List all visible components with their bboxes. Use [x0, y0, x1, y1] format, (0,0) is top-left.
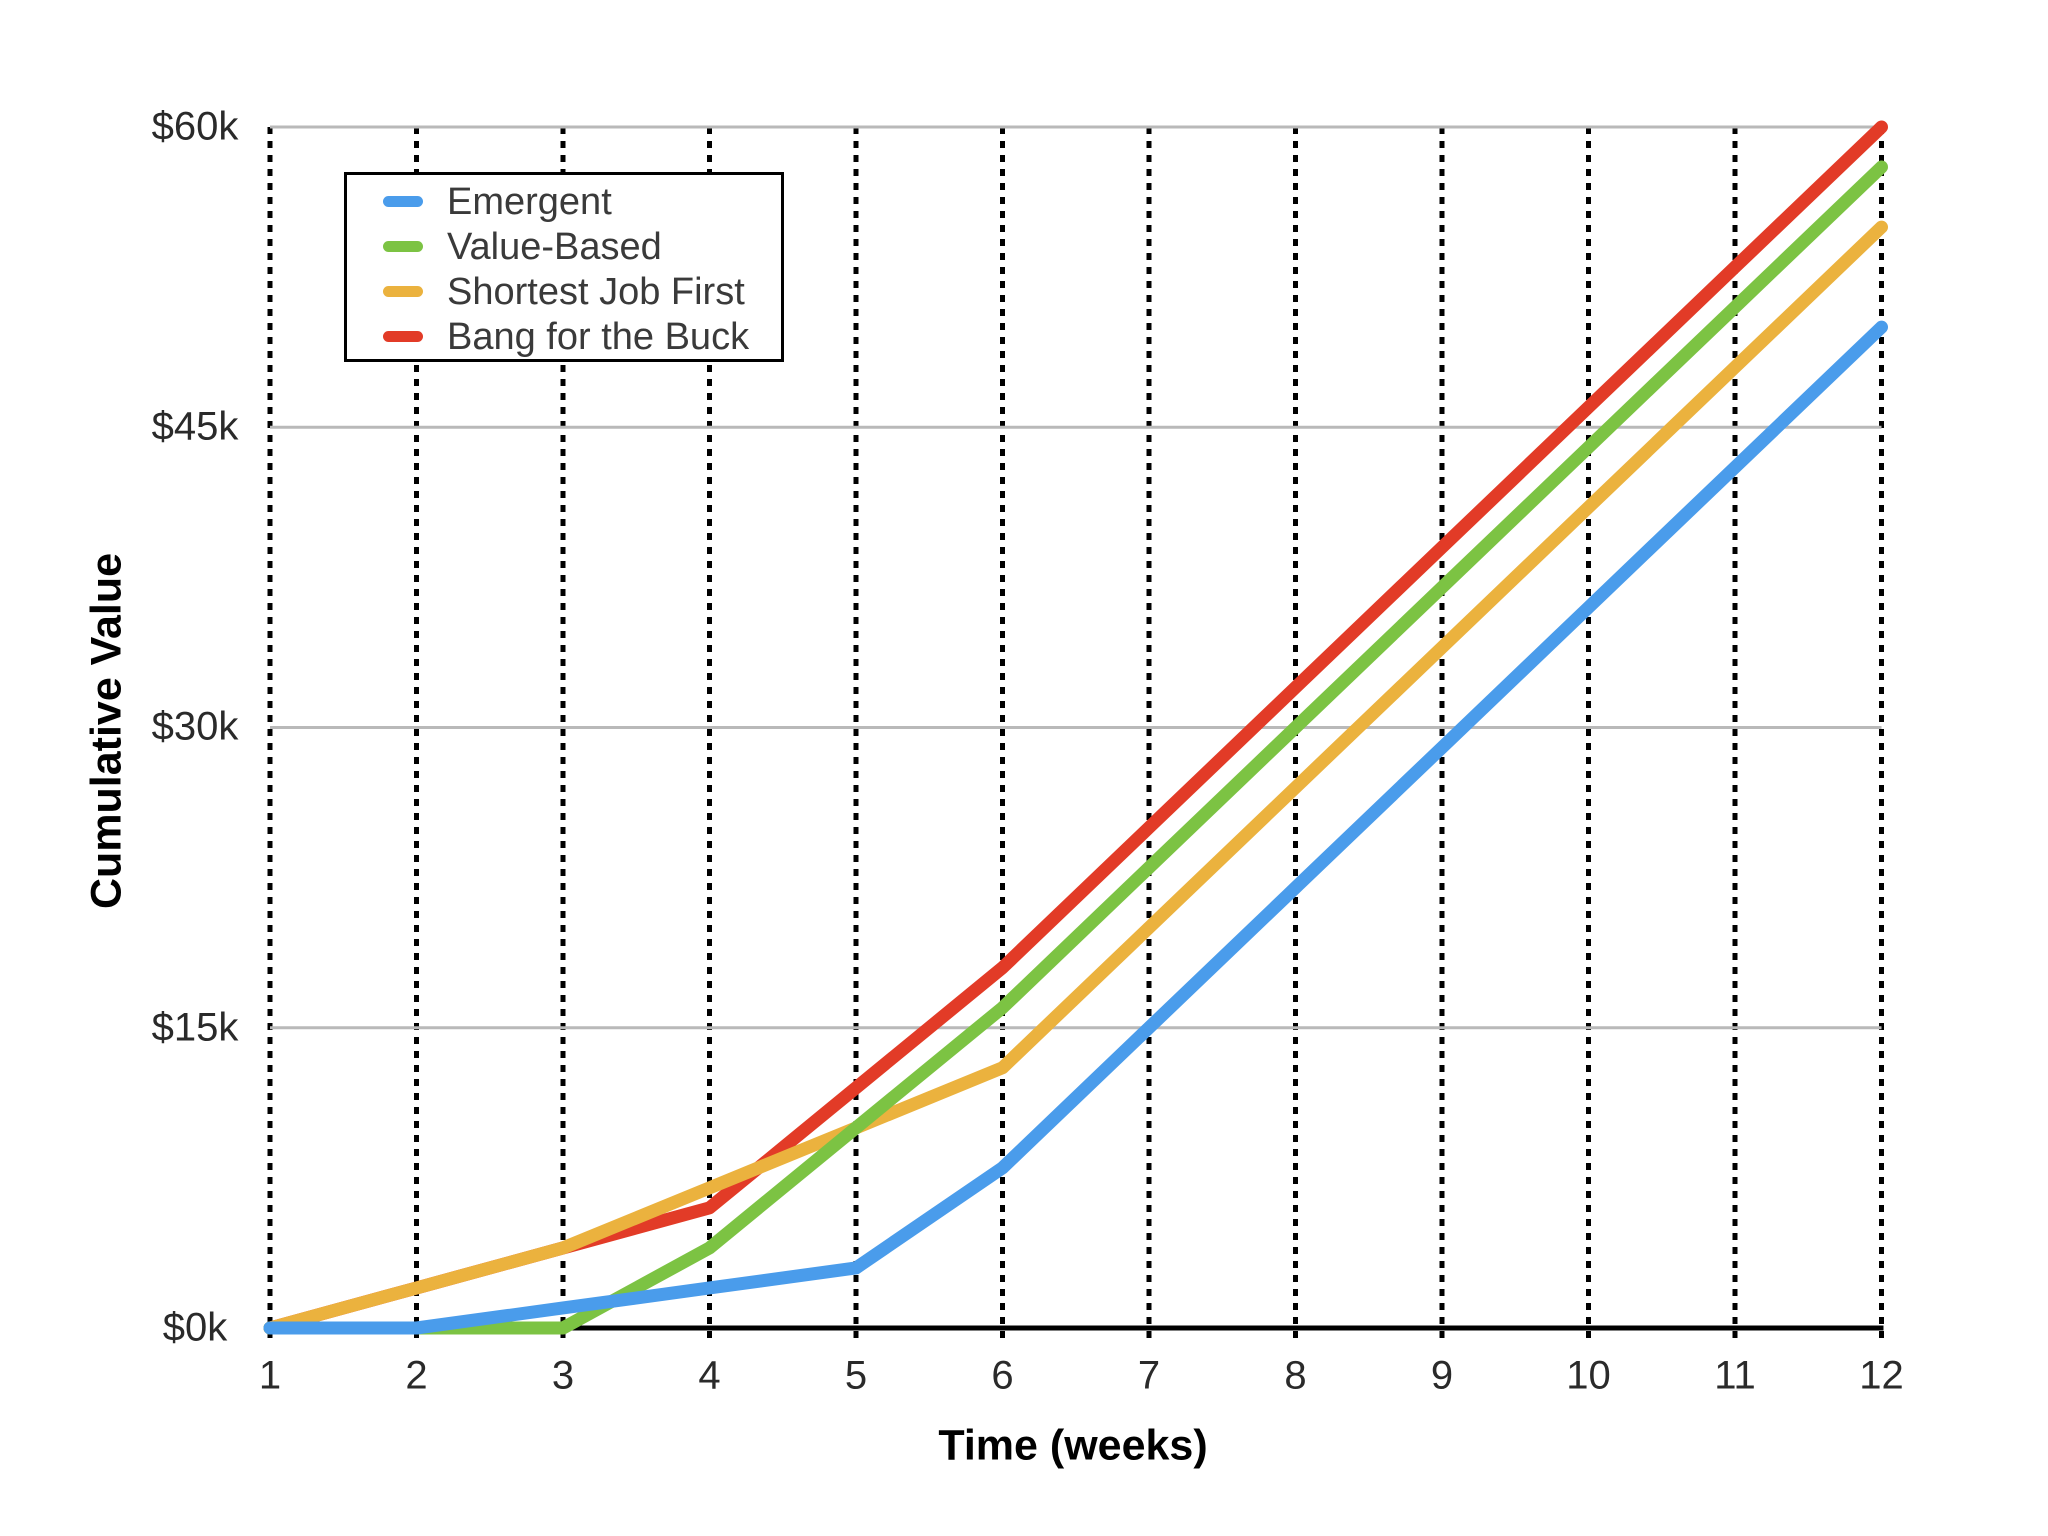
legend-label: Value-Based: [447, 225, 662, 268]
legend-swatch: [383, 196, 423, 207]
x-tick-label: 7: [1137, 1353, 1161, 1398]
y-axis-title: Cumulative Value: [82, 552, 131, 910]
y-tick-label: $15k: [151, 1005, 239, 1050]
x-tick-label: 4: [698, 1353, 721, 1398]
x-tick-label: 1: [258, 1353, 282, 1398]
x-tick-label: 9: [1430, 1353, 1454, 1398]
series-line-emergent: [263, 320, 1888, 1335]
y-tick-label: $60k: [151, 104, 239, 149]
x-tick-label: 6: [991, 1353, 1014, 1398]
legend-item-bang-for-the-buck: Bang for the Buck: [347, 314, 781, 359]
x-axis-title: Time (weeks): [938, 1421, 1208, 1470]
y-tick-label: $45k: [151, 404, 239, 449]
x-tick-label: 5: [844, 1353, 868, 1398]
legend-swatch: [383, 331, 423, 342]
x-tick-label: 11: [1714, 1353, 1756, 1398]
x-tick-label: 3: [551, 1353, 575, 1398]
x-tick-label: 8: [1284, 1353, 1307, 1398]
series-line-value-based: [263, 160, 1888, 1335]
y-tick-label: $30k: [151, 704, 239, 749]
legend: Emergent Value-Based Shortest Job First Ban…: [344, 172, 784, 362]
legend-item-value-based: Value-Based: [347, 224, 781, 269]
legend-label: Emergent: [447, 180, 612, 223]
legend-item-emergent: Emergent: [347, 179, 781, 224]
legend-swatch: [383, 286, 423, 297]
series-line-shortest-job-first: [263, 220, 1888, 1335]
legend-item-shortest-job-first: Shortest Job First: [347, 269, 781, 314]
x-tick-label: 12: [1859, 1353, 1904, 1398]
legend-swatch: [383, 241, 423, 252]
legend-label: Shortest Job First: [447, 270, 745, 313]
y-tick-label: $0k: [162, 1305, 228, 1350]
x-tick-label: 2: [405, 1353, 428, 1398]
legend-label: Bang for the Buck: [447, 315, 750, 358]
x-tick-label: 10: [1566, 1353, 1611, 1398]
